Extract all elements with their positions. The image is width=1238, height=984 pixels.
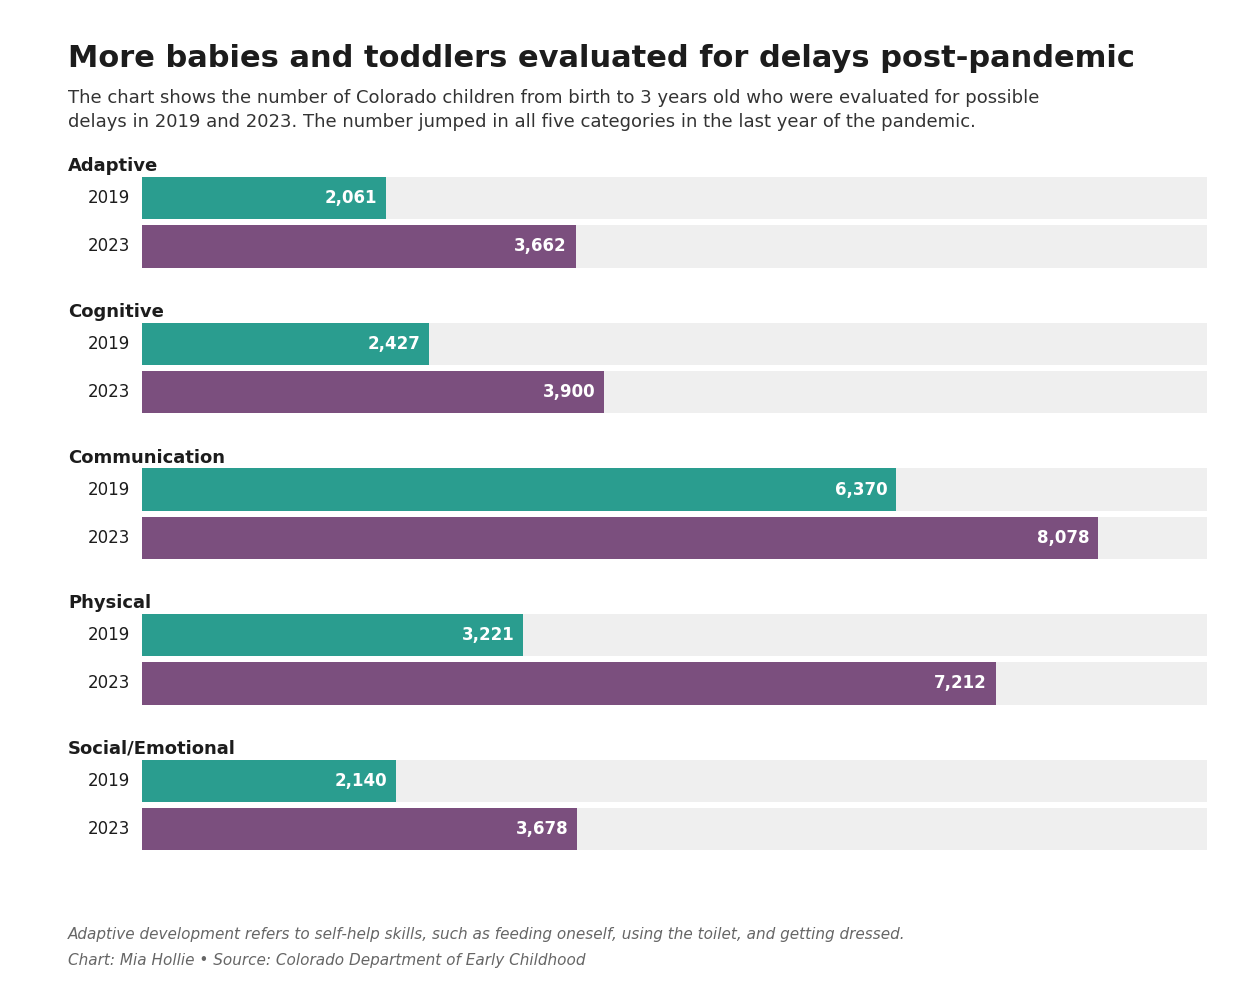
Text: 3,678: 3,678 [516, 820, 568, 838]
FancyBboxPatch shape [142, 371, 604, 413]
Text: 2019: 2019 [88, 626, 130, 645]
Text: 2019: 2019 [88, 771, 130, 790]
Text: 3,221: 3,221 [462, 626, 515, 645]
Text: 2,427: 2,427 [368, 335, 421, 353]
Text: 2,061: 2,061 [326, 189, 378, 208]
FancyBboxPatch shape [142, 225, 576, 268]
Text: Communication: Communication [68, 449, 225, 466]
Text: 7,212: 7,212 [935, 674, 987, 693]
FancyBboxPatch shape [142, 662, 1207, 705]
FancyBboxPatch shape [142, 371, 1207, 413]
FancyBboxPatch shape [142, 323, 430, 365]
Text: 2023: 2023 [88, 674, 130, 693]
Text: Adaptive development refers to self-help skills, such as feeding oneself, using : Adaptive development refers to self-help… [68, 927, 906, 942]
Text: 2019: 2019 [88, 480, 130, 499]
Text: 6,370: 6,370 [834, 480, 888, 499]
FancyBboxPatch shape [142, 760, 1207, 802]
FancyBboxPatch shape [142, 662, 995, 705]
Text: Cognitive: Cognitive [68, 303, 163, 321]
Text: The chart shows the number of Colorado children from birth to 3 years old who we: The chart shows the number of Colorado c… [68, 89, 1040, 131]
Text: 2019: 2019 [88, 335, 130, 353]
FancyBboxPatch shape [142, 760, 395, 802]
FancyBboxPatch shape [142, 517, 1098, 559]
Text: Social/Emotional: Social/Emotional [68, 740, 236, 758]
Text: 2023: 2023 [88, 383, 130, 401]
Text: 2023: 2023 [88, 820, 130, 838]
FancyBboxPatch shape [142, 808, 1207, 850]
Text: More babies and toddlers evaluated for delays post-pandemic: More babies and toddlers evaluated for d… [68, 44, 1135, 73]
Text: 2,140: 2,140 [334, 771, 386, 790]
Text: 8,078: 8,078 [1036, 528, 1089, 547]
Text: Chart: Mia Hollie • Source: Colorado Department of Early Childhood: Chart: Mia Hollie • Source: Colorado Dep… [68, 953, 586, 967]
FancyBboxPatch shape [142, 177, 1207, 219]
FancyBboxPatch shape [142, 468, 1207, 511]
FancyBboxPatch shape [142, 614, 524, 656]
FancyBboxPatch shape [142, 614, 1207, 656]
Text: 2019: 2019 [88, 189, 130, 208]
Text: Physical: Physical [68, 594, 151, 612]
Text: 3,900: 3,900 [542, 383, 595, 401]
Text: Adaptive: Adaptive [68, 157, 158, 175]
Text: 3,662: 3,662 [514, 237, 567, 256]
FancyBboxPatch shape [142, 517, 1207, 559]
FancyBboxPatch shape [142, 808, 577, 850]
FancyBboxPatch shape [142, 468, 896, 511]
FancyBboxPatch shape [142, 225, 1207, 268]
FancyBboxPatch shape [142, 323, 1207, 365]
Text: 2023: 2023 [88, 237, 130, 256]
FancyBboxPatch shape [142, 177, 386, 219]
Text: 2023: 2023 [88, 528, 130, 547]
